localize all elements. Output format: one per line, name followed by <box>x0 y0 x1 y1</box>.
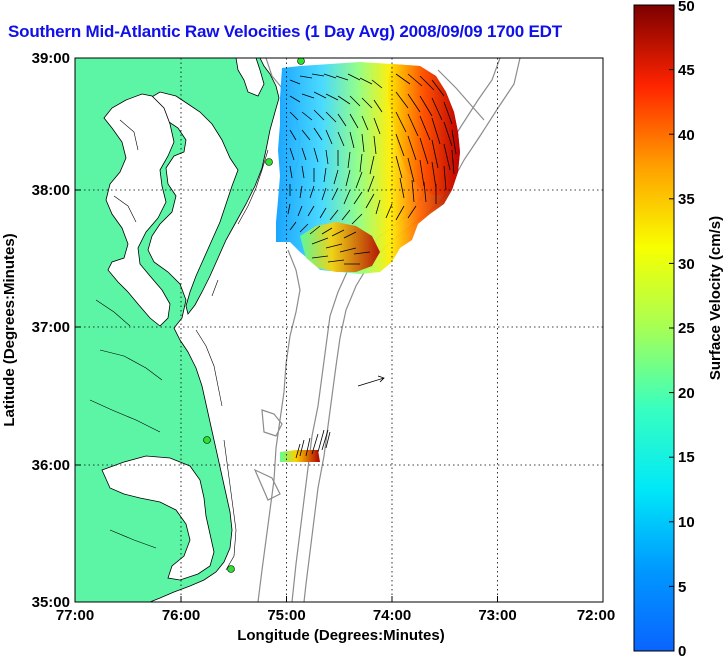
x-tick-label: 73:00 <box>478 607 516 624</box>
radar-station-marker <box>227 565 235 573</box>
colorbar-tick-label: 25 <box>678 320 695 337</box>
y-tick-label: 38:00 <box>32 182 70 199</box>
colorbar-tick-label: 0 <box>678 643 686 659</box>
colorbar-tick-label: 15 <box>678 449 695 466</box>
chesapeake-bay <box>103 93 175 327</box>
bathymetry-contour <box>303 58 521 602</box>
current-vectors <box>287 73 457 459</box>
colorbar-tick-label: 45 <box>678 62 695 79</box>
colorbar <box>633 4 675 652</box>
pamlico-sound <box>101 455 215 581</box>
colorbar-tick-label: 20 <box>678 385 695 402</box>
x-tick-label: 76:00 <box>162 607 200 624</box>
map-title: Southern Mid-Atlantic Raw Velocities (1 … <box>8 22 562 41</box>
velocity-field-south-red <box>300 222 380 272</box>
colorbar-tick-label: 10 <box>678 514 695 531</box>
y-axis-label: Latitude (Degrees:Minutes) <box>1 233 18 426</box>
x-tick-label: 74:00 <box>373 607 411 624</box>
y-tick-label: 35:00 <box>32 594 70 611</box>
radar-station-marker <box>297 58 305 65</box>
delaware-bay <box>235 58 265 97</box>
colorbar-label: Surface Velocity (cm/s) <box>707 216 724 380</box>
colorbar-tick-label: 30 <box>678 256 695 273</box>
colorbar-tick-label: 50 <box>678 0 695 15</box>
colorbar-ticks <box>669 4 674 652</box>
colorbar-tick-label: 35 <box>678 191 695 208</box>
graticule-grid <box>75 58 603 602</box>
x-tick-label: 77:00 <box>56 607 94 624</box>
x-tick-label: 75:00 <box>267 607 305 624</box>
coastline-detail <box>89 119 269 571</box>
colorbar-tick-label: 40 <box>678 127 695 144</box>
colorbar-tick-label: 5 <box>678 579 686 596</box>
velocity-field-north-red <box>388 64 460 196</box>
radar-station-marker <box>203 436 211 444</box>
y-tick-label: 36:00 <box>32 457 70 474</box>
radar-station-marker <box>265 158 273 166</box>
y-tick-label: 37:00 <box>32 319 70 336</box>
x-tick-label: 72:00 <box>577 607 615 624</box>
x-axis-label: Longitude (Degrees:Minutes) <box>237 627 445 644</box>
y-tick-label: 39:00 <box>32 50 70 67</box>
